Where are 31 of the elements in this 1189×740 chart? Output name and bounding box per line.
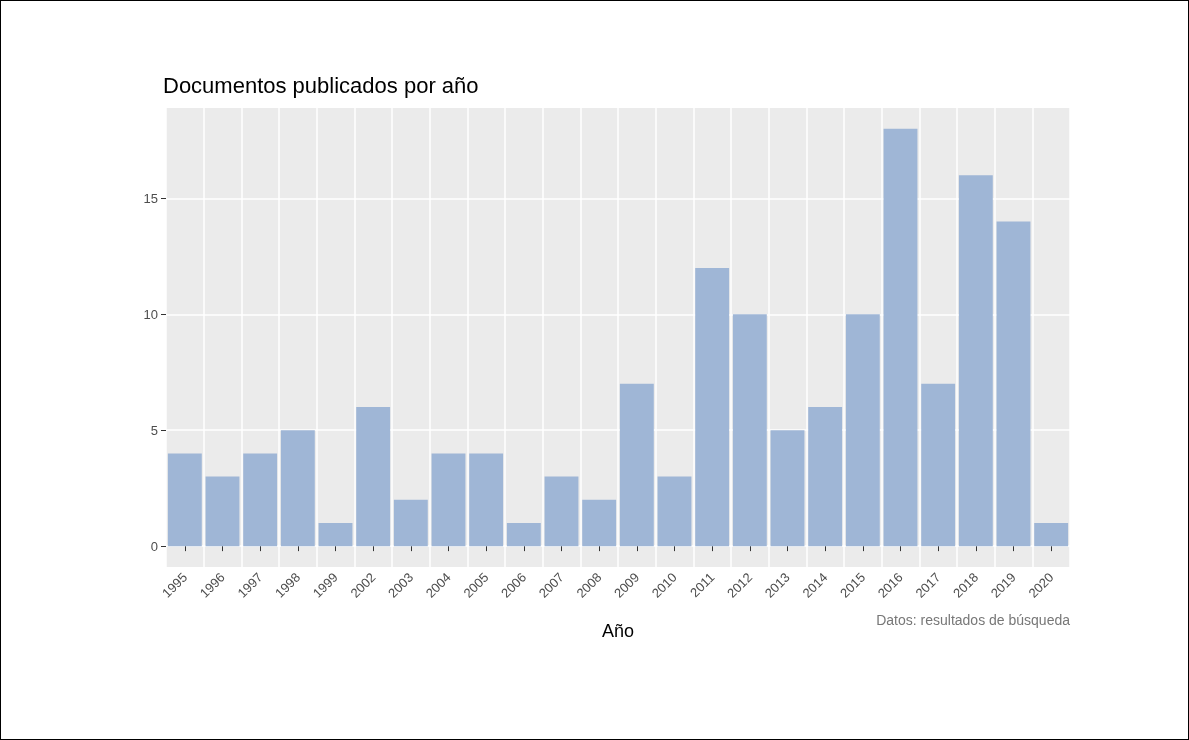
bar: [770, 430, 805, 547]
bar: [582, 499, 617, 547]
text: Datos: resultados de búsqueda: [876, 612, 1071, 628]
bar: [469, 453, 504, 547]
bar: [243, 453, 278, 547]
y-tick-label: 5: [150, 422, 158, 438]
bar: [732, 314, 767, 547]
bar: [921, 383, 956, 547]
bar: [808, 407, 843, 547]
bar: [657, 476, 692, 547]
bar: [431, 453, 466, 547]
bar: [506, 522, 541, 547]
bar: [695, 267, 730, 547]
y-tick-label: 15: [143, 190, 158, 206]
bar: [996, 221, 1031, 547]
bar: [318, 522, 353, 547]
bar: [1034, 522, 1069, 547]
bar: [958, 175, 993, 547]
bar: [544, 476, 579, 547]
chart-title: Documentos publicados por año: [163, 72, 479, 98]
bar: [356, 407, 391, 547]
y-tick-label: 0: [150, 538, 158, 554]
bar: [167, 453, 202, 547]
bar: [205, 476, 240, 547]
bar: [393, 499, 428, 547]
bar: [883, 128, 918, 547]
bar: [845, 314, 880, 547]
x-axis-title: Año: [601, 621, 635, 641]
y-tick-label: 10: [143, 306, 158, 322]
bar: [619, 383, 654, 547]
bar: [280, 430, 315, 547]
